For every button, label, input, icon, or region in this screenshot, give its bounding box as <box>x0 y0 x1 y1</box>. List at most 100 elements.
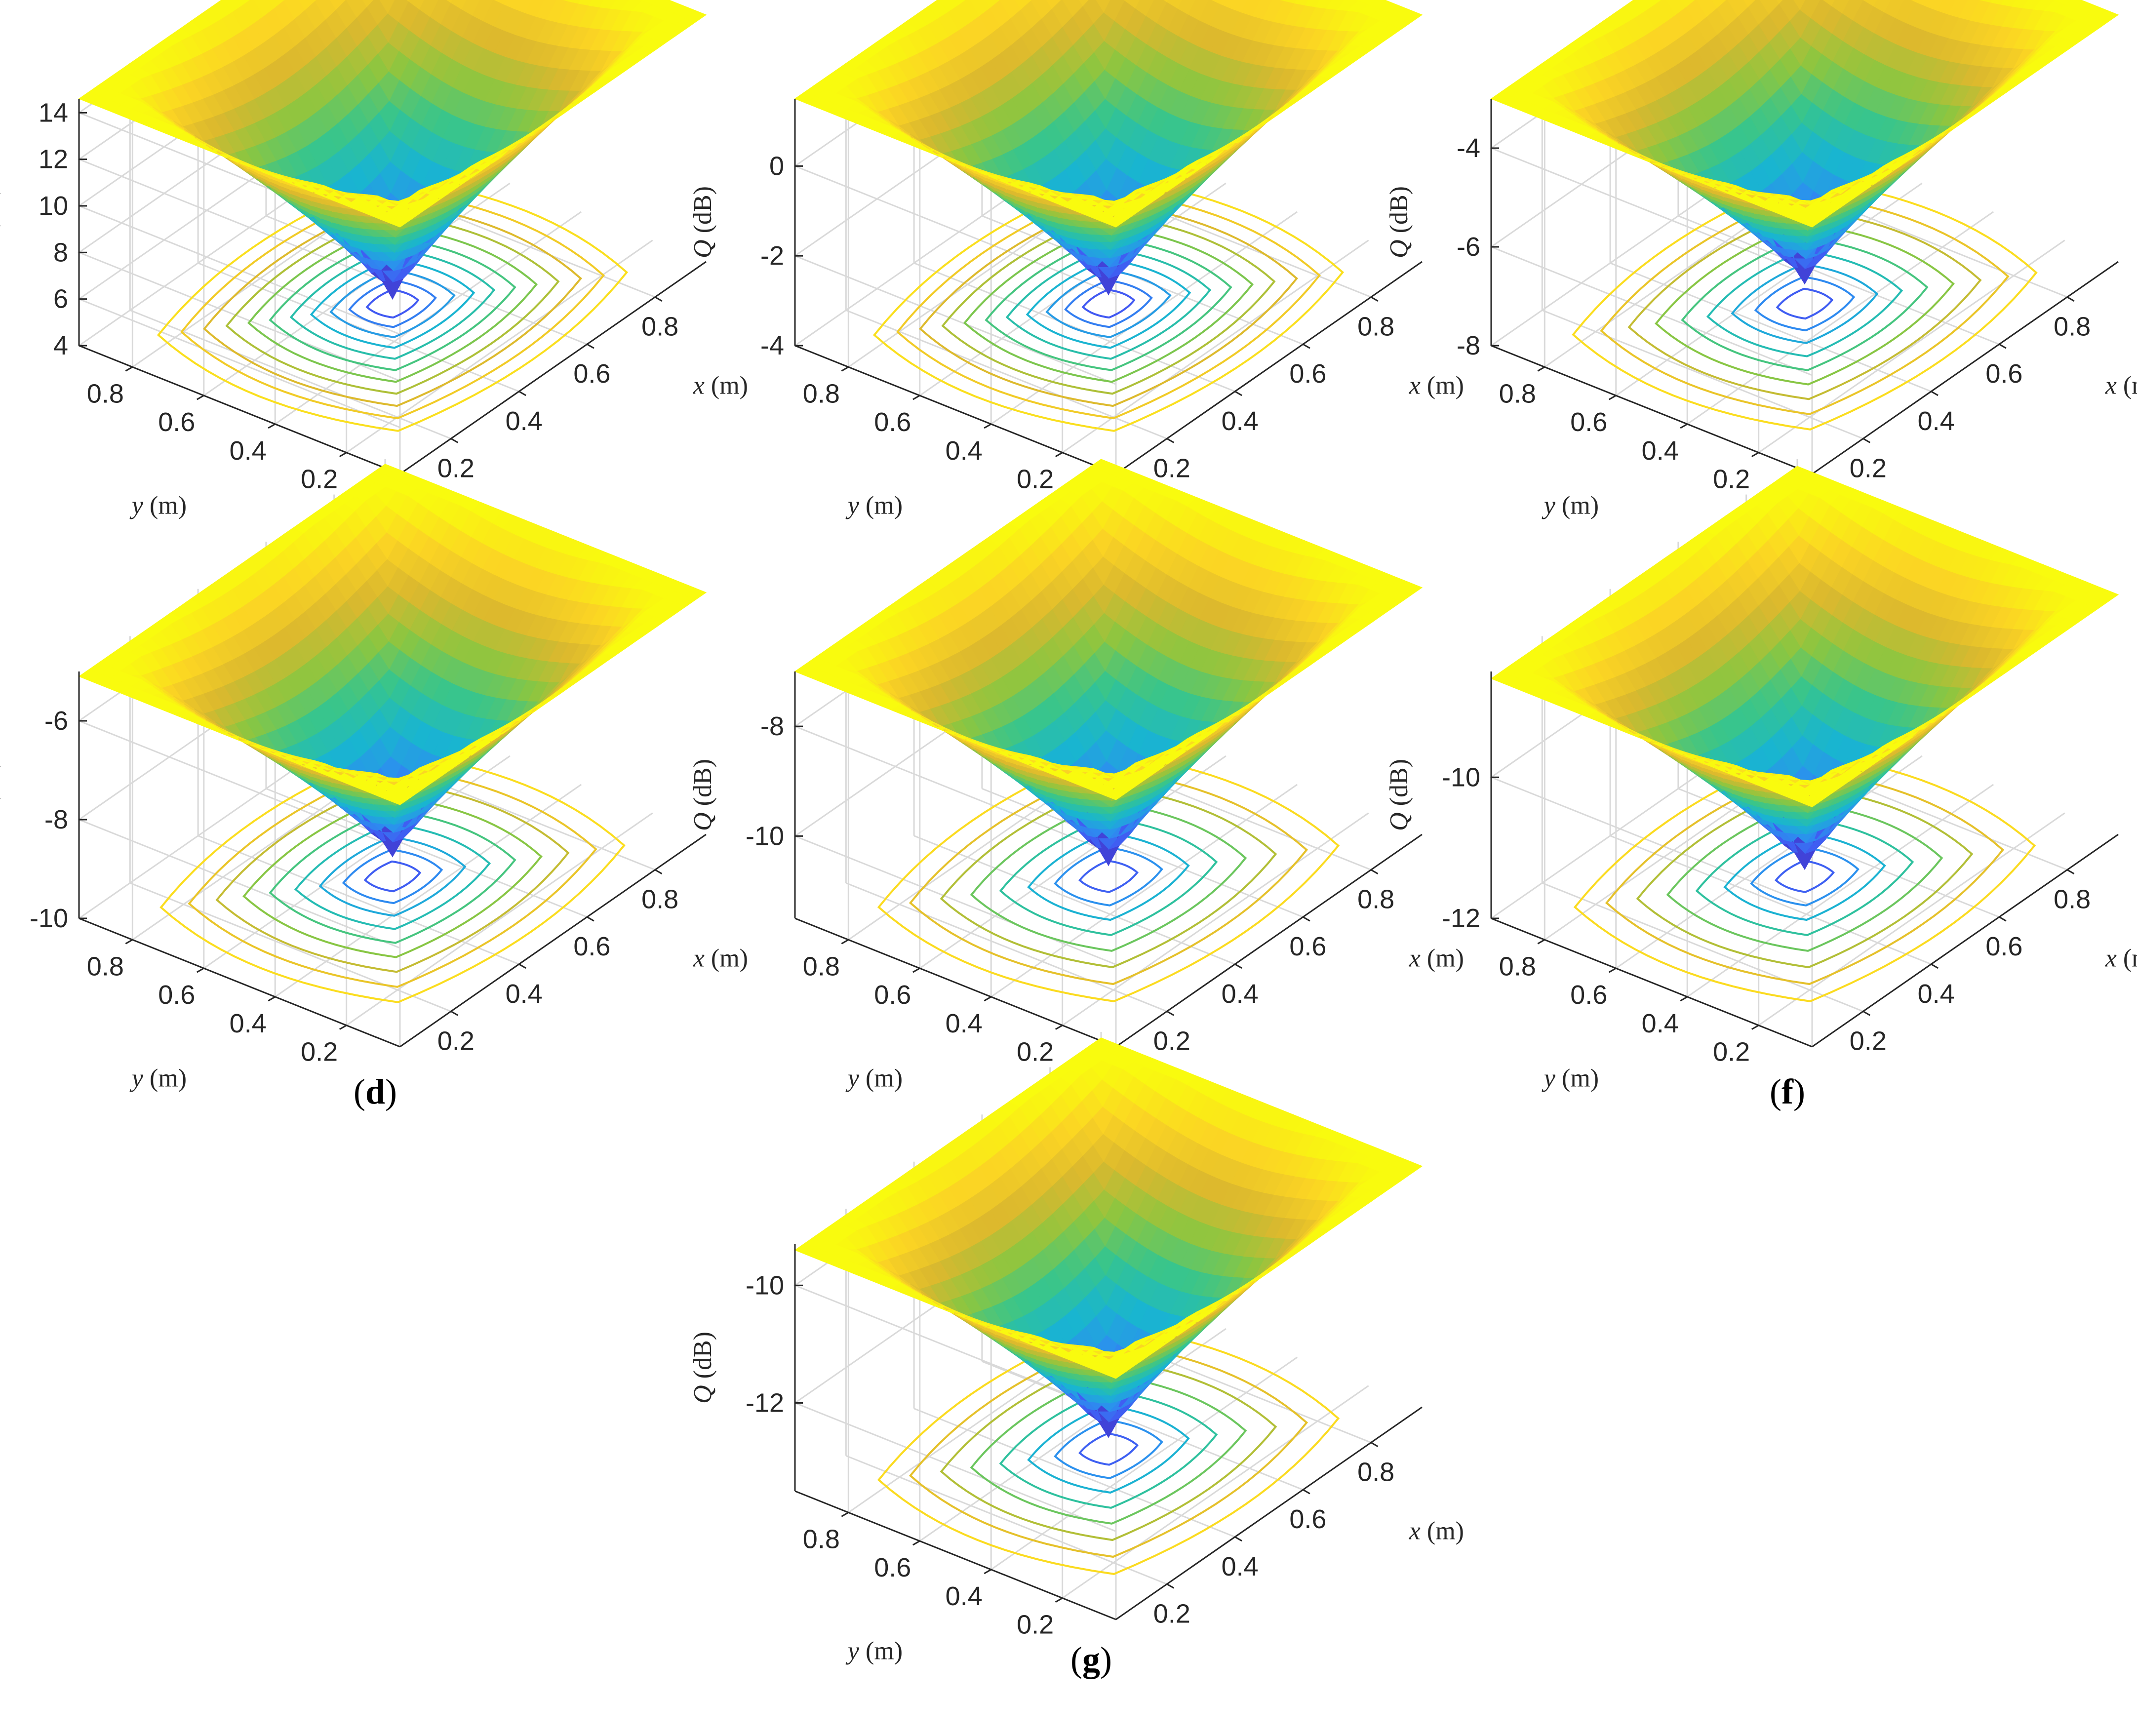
y-floor-gridline <box>1062 239 1369 453</box>
x-tick <box>518 391 526 396</box>
x-tick-label: 0.6 <box>1289 932 1326 961</box>
axes-d: 0.20.40.60.80.20.40.60.8-10-8-6x (m)y (m… <box>0 671 748 1093</box>
x-tick-label: 0.8 <box>2054 312 2091 342</box>
y-tick <box>268 423 276 429</box>
y-axis-label: y (m) <box>1542 492 1599 520</box>
y-tick <box>1751 452 1759 457</box>
y-tick <box>339 452 347 457</box>
surface-b <box>794 0 1423 296</box>
z-tick-label: -4 <box>1457 133 1480 163</box>
surface-patch <box>446 0 453 3</box>
surface-c <box>1490 0 2119 285</box>
y-tick <box>197 967 204 973</box>
y-tick-label: 0.4 <box>946 1009 983 1038</box>
x-tick-label: 0.4 <box>1222 979 1259 1009</box>
contour-line <box>1064 279 1153 328</box>
x-floor-gridline <box>1610 262 1932 393</box>
contour-line <box>1706 250 1903 357</box>
y-tick <box>1680 423 1688 429</box>
z-tick-label: -10 <box>30 904 68 933</box>
surface-patch <box>1979 0 1993 3</box>
x-tick-label: 0.8 <box>1357 312 1394 342</box>
y-tick-label: 0.6 <box>158 407 195 437</box>
y-floor-gridline <box>990 784 1298 998</box>
y-axis-label: y (m) <box>129 1065 187 1093</box>
y-tick-label: 0.8 <box>803 951 840 981</box>
y-floor-gridline <box>203 755 511 969</box>
x-tick <box>1166 438 1175 443</box>
y-tick <box>268 996 276 1002</box>
x-axis-line <box>1812 261 2119 475</box>
panel-a: 0.2 0.4 0.6 0.8 0.2 0.4 0.6 0.8 4 6 8 10 12 14 x (m) y … <box>0 0 748 543</box>
y-tick-label: 0.6 <box>1570 407 1607 437</box>
surface-patch <box>1831 0 1850 14</box>
z-tick-label: -8 <box>44 805 68 834</box>
axes-e: 0.20.40.60.80.20.40.60.8-10-8x (m)y (m)Q… <box>689 671 1464 1093</box>
surface-patch <box>1650 0 1662 5</box>
z-tick-label: 8 <box>53 237 68 267</box>
surface-patch <box>1990 0 2005 5</box>
y-axis-label: y (m) <box>129 492 187 520</box>
surface-patch <box>1124 0 1141 9</box>
surface-patch <box>1400 10 1423 22</box>
contour-line <box>365 288 420 319</box>
x-tick-label: 0.4 <box>506 979 543 1009</box>
contour-line <box>1081 288 1136 319</box>
x-axis-label: x (m) <box>1409 372 1464 400</box>
surface-plot-c: 0.20.40.60.80.20.40.60.8-8-6-4x (m)y (m)… <box>1385 0 2137 520</box>
y-tick-label: 0.8 <box>87 379 124 408</box>
surface-patch <box>1211 0 1223 4</box>
contour-line <box>1750 846 1860 907</box>
x-tick-label: 0.2 <box>437 453 475 483</box>
y-tick <box>1609 395 1617 400</box>
x-tick <box>1931 391 1939 396</box>
y-tick-label: 0.2 <box>1017 465 1054 494</box>
z-tick-label: 0 <box>769 151 784 181</box>
x-axis-line <box>1115 833 1423 1048</box>
y-tick-label: 0.8 <box>1499 379 1536 408</box>
y-tick-label: 0.2 <box>1017 1037 1054 1067</box>
surface-patch <box>1280 0 1285 1</box>
x-tick <box>654 296 663 302</box>
y-tick-label: 0.4 <box>946 436 983 466</box>
y-floor-gridline <box>1615 182 1923 396</box>
surface-patch <box>1220 0 1235 9</box>
x-axis-label: x (m) <box>693 372 748 400</box>
y-tick-label: 0.8 <box>87 951 124 981</box>
surface-patch <box>451 0 467 10</box>
y-tick-label: 0.4 <box>230 1009 267 1038</box>
y-tick <box>125 366 133 372</box>
surface-patch <box>1079 0 1090 7</box>
z-tick-label: -6 <box>1457 232 1480 262</box>
z-axis-label: Q (dB) <box>0 759 1 831</box>
y-tick-label: 0.4 <box>1642 436 1679 466</box>
surface-f <box>1490 466 2119 870</box>
axes-c: 0.20.40.60.80.20.40.60.8-8-6-4x (m)y (m)… <box>1385 99 2137 520</box>
y-tick <box>841 939 849 945</box>
x-tick-label: 0.6 <box>573 359 610 389</box>
y-floor-gridline <box>203 182 511 396</box>
x-tick-label: 0.8 <box>1357 885 1394 914</box>
surface-patch <box>362 0 374 8</box>
z-tick-label: 10 <box>39 191 68 221</box>
panel-b: 0.2 0.4 0.6 0.8 0.2 0.4 0.6 0.8 -4 -2 0 x (m) y (m) Q… <box>689 0 1464 543</box>
y-floor-gridline <box>919 755 1227 969</box>
x-tick <box>1370 296 1379 302</box>
y-axis-line <box>794 917 1116 1048</box>
y-floor-gridline <box>1758 812 2065 1026</box>
contour-line <box>1054 846 1163 907</box>
x-tick-label: 0.2 <box>1153 453 1190 483</box>
surface-patch <box>578 0 593 6</box>
surface-patch <box>1916 0 1931 7</box>
surface-patch <box>1793 0 1806 11</box>
x-tick-label: 0.4 <box>1222 406 1259 436</box>
y-tick-label: 0.6 <box>874 980 911 1010</box>
contour-line <box>318 836 467 917</box>
z-tick-label: -8 <box>1457 331 1480 360</box>
y-floor-gridline <box>1062 812 1369 1026</box>
panel-e: 0.2 0.4 0.6 0.8 0.2 0.4 0.6 0.8 -10 -8 x (m) y (m) Q… <box>689 459 1464 1116</box>
panel-f: 0.20.40.60.80.20.40.60.8-12-10x (m)y (m)… <box>1385 459 2137 1116</box>
x-tick-label: 0.8 <box>641 885 678 914</box>
